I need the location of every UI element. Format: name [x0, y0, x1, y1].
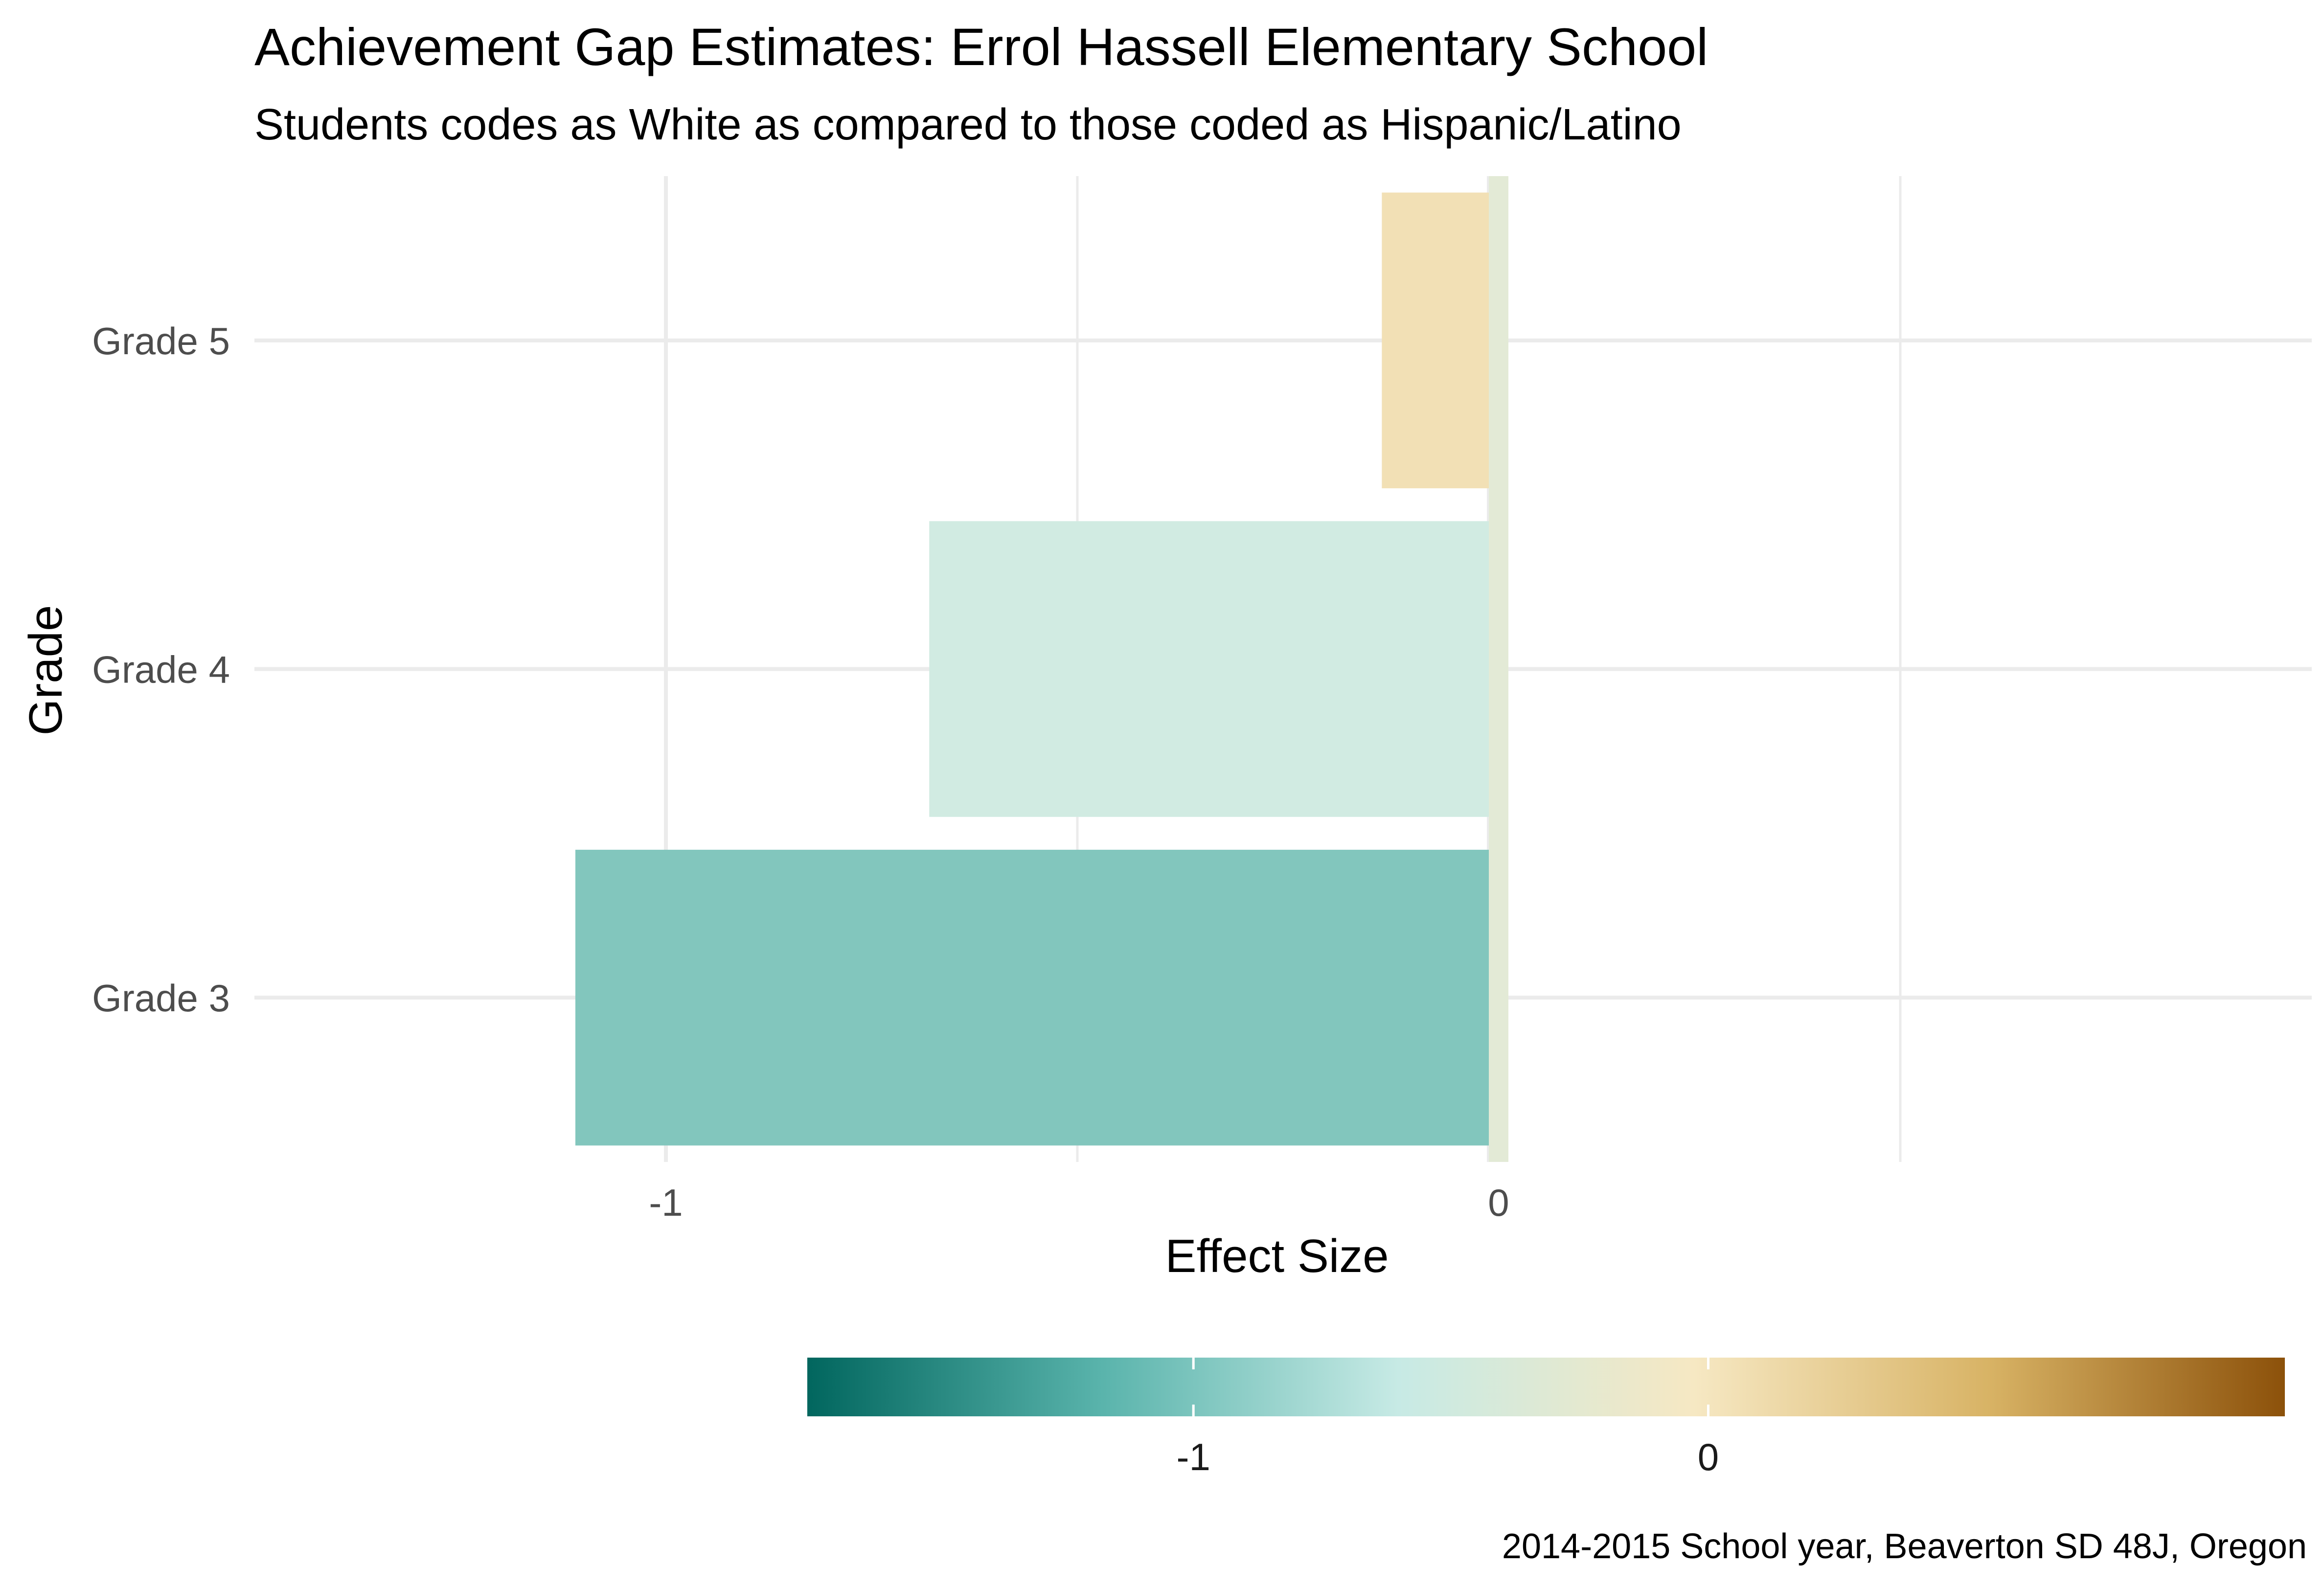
- y-tick-label: Grade 3: [92, 977, 230, 1020]
- bars-layer: [575, 192, 1489, 1146]
- bar-grade-4: [929, 521, 1489, 817]
- x-tick-label: 0: [1488, 1181, 1509, 1224]
- x-tick-label: -1: [649, 1181, 683, 1224]
- bar-grade-3: [575, 849, 1489, 1146]
- bar-grade-5: [1382, 192, 1489, 489]
- x-axis-title: Effect Size: [1165, 1230, 1389, 1282]
- y-tick-label: Grade 4: [92, 648, 230, 691]
- y-axis-title: Grade: [20, 605, 72, 736]
- chart-caption: 2014-2015 School year, Beaverton SD 48J,…: [1502, 1527, 2307, 1566]
- y-tick-labels: Grade 3 Grade 4 Grade 5: [92, 319, 230, 1020]
- colorbar-tick-label: -1: [1177, 1435, 1210, 1478]
- colorbar-tick-label: 0: [1698, 1435, 1719, 1478]
- chart-title: Achievement Gap Estimates: Errol Hassell…: [254, 17, 1708, 76]
- y-tick-label: Grade 5: [92, 319, 230, 363]
- chart-subtitle: Students codes as White as compared to t…: [254, 100, 1682, 149]
- colorbar: [807, 1358, 2285, 1416]
- x-tick-labels: -1 0: [649, 1181, 1509, 1224]
- colorbar-legend: -1 0: [807, 1358, 2285, 1478]
